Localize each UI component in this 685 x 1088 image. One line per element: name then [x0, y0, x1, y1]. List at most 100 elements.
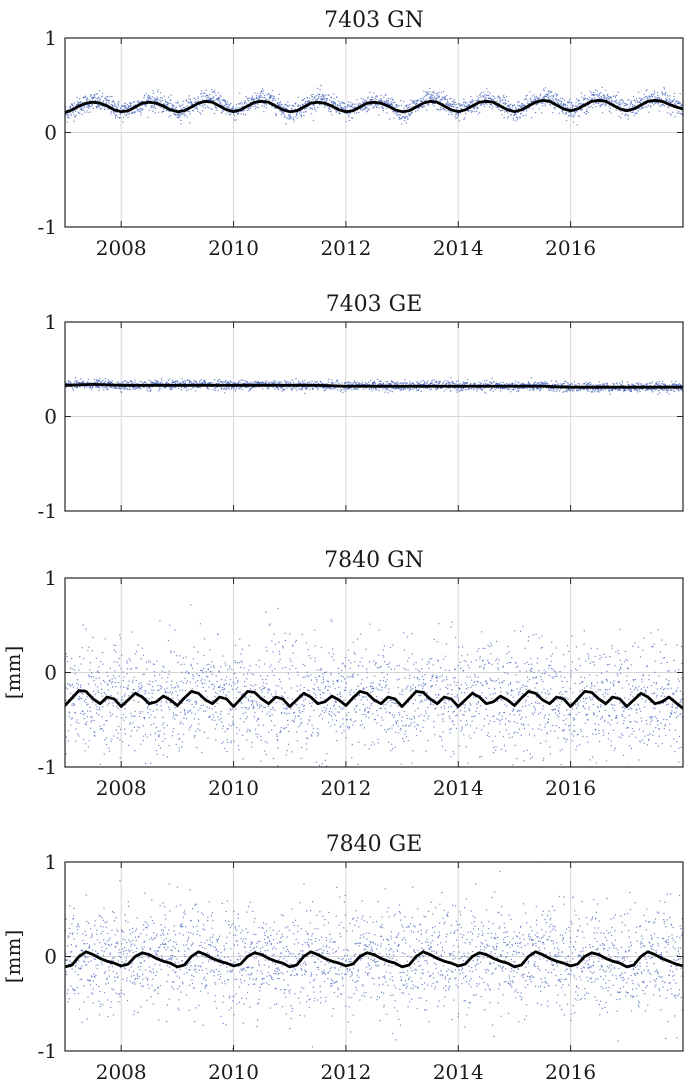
- data-point: [208, 388, 209, 389]
- data-point: [429, 389, 430, 390]
- data-point: [616, 109, 617, 110]
- data-point: [99, 380, 100, 381]
- data-point: [401, 383, 402, 384]
- data-point: [543, 98, 544, 99]
- data-point: [306, 387, 307, 388]
- data-point: [539, 108, 540, 109]
- data-point: [177, 381, 178, 382]
- data-point: [289, 118, 290, 119]
- data-point: [474, 111, 475, 112]
- data-point: [269, 383, 270, 384]
- data-point: [616, 100, 617, 101]
- data-point: [439, 383, 440, 384]
- data-point: [315, 97, 316, 98]
- data-point: [126, 107, 127, 108]
- data-point: [535, 112, 536, 113]
- data-point: [284, 117, 285, 118]
- data-point: [294, 116, 295, 117]
- data-point: [287, 381, 288, 382]
- data-point: [507, 117, 508, 118]
- data-point: [203, 383, 204, 384]
- data-point: [238, 382, 239, 383]
- data-point: [325, 389, 326, 390]
- data-point: [130, 104, 131, 105]
- data-point: [574, 384, 575, 385]
- data-point: [159, 389, 160, 390]
- data-point: [670, 113, 671, 114]
- data-point: [159, 100, 160, 101]
- data-point: [424, 382, 425, 383]
- data-point: [220, 95, 221, 96]
- data-point: [667, 112, 668, 113]
- data-point: [373, 388, 374, 389]
- data-point: [364, 109, 365, 110]
- data-point: [327, 98, 328, 99]
- data-point: [522, 383, 523, 384]
- data-point: [286, 123, 287, 124]
- data-point: [293, 382, 294, 383]
- data-point: [305, 108, 306, 109]
- data-point: [405, 388, 406, 389]
- data-point: [413, 100, 414, 101]
- data-point: [447, 101, 448, 102]
- data-point: [114, 105, 115, 106]
- data-point: [180, 120, 181, 121]
- data-point: [116, 388, 117, 389]
- data-point: [590, 91, 591, 92]
- data-point: [262, 93, 263, 94]
- data-point: [575, 102, 576, 103]
- data-point: [309, 389, 310, 390]
- data-point: [642, 108, 643, 109]
- data-point: [141, 388, 142, 389]
- data-point: [421, 391, 422, 392]
- data-point: [350, 112, 351, 113]
- data-point: [101, 108, 102, 109]
- data-point: [243, 114, 244, 115]
- data-point: [155, 108, 156, 109]
- data-point: [565, 381, 566, 382]
- data-point: [579, 103, 580, 104]
- data-point: [628, 99, 629, 100]
- data-point: [378, 105, 379, 106]
- data-point: [102, 93, 103, 94]
- data-point: [418, 389, 419, 390]
- data-point: [155, 380, 156, 381]
- data-point: [622, 382, 623, 383]
- data-point: [444, 380, 445, 381]
- data-point: [570, 116, 571, 117]
- data-point: [258, 382, 259, 383]
- data-point: [445, 96, 446, 97]
- data-point: [84, 112, 85, 113]
- data-point: [257, 104, 258, 105]
- data-point: [544, 381, 545, 382]
- data-point: [409, 390, 410, 391]
- data-point: [345, 121, 346, 122]
- data-point: [432, 103, 433, 104]
- data-point: [589, 97, 590, 98]
- data-point: [385, 388, 386, 389]
- data-point: [590, 389, 591, 390]
- data-point: [192, 387, 193, 388]
- data-point: [317, 107, 318, 108]
- data-point: [609, 100, 610, 101]
- data-point: [624, 115, 625, 116]
- data-point: [490, 390, 491, 391]
- data-point: [512, 383, 513, 384]
- data-point: [222, 100, 223, 101]
- data-point: [294, 121, 295, 122]
- data-point: [87, 106, 88, 107]
- data-point: [74, 381, 75, 382]
- data-point: [552, 98, 553, 99]
- data-point: [678, 101, 679, 102]
- data-point: [296, 113, 297, 114]
- data-point: [100, 98, 101, 99]
- data-point: [145, 106, 146, 107]
- data-point: [303, 115, 304, 116]
- data-point: [513, 119, 514, 120]
- data-point: [145, 382, 146, 383]
- data-point: [540, 388, 541, 389]
- data-point: [150, 98, 151, 99]
- data-point: [637, 102, 638, 103]
- data-point: [639, 97, 640, 98]
